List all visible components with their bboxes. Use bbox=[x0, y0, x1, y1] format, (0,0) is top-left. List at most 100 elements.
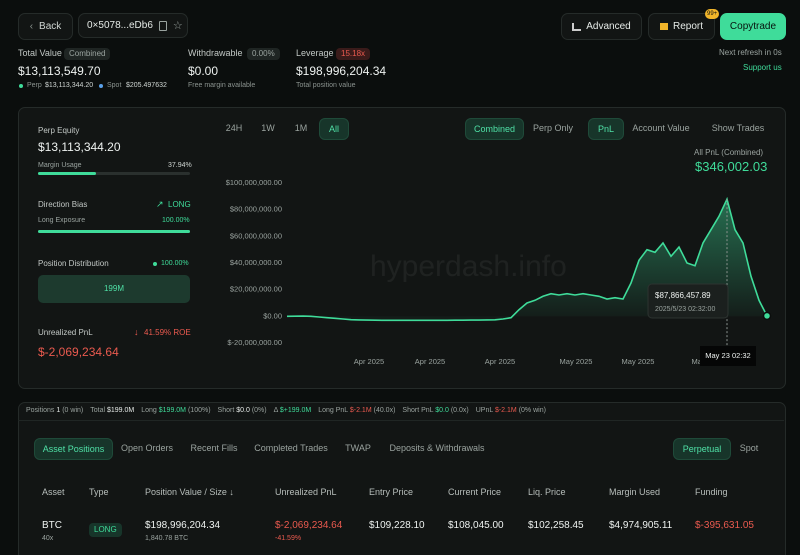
stats-bar bbox=[18, 402, 784, 421]
y-tick-label: $80,000,000.00 bbox=[230, 205, 282, 214]
range-button[interactable]: 1W bbox=[261, 123, 275, 133]
x-tick-label: May 2025 bbox=[622, 357, 655, 366]
column-header: Position Value / Size ↓ bbox=[145, 487, 234, 497]
stat: Total $199.0M bbox=[90, 407, 134, 414]
header-button[interactable]: Report bbox=[648, 13, 715, 40]
stat-label: Short PnL bbox=[402, 407, 434, 414]
range-button[interactable]: All bbox=[319, 118, 349, 140]
stat-label: Long bbox=[141, 407, 157, 414]
chart-subtitle: $346,002.03 bbox=[695, 159, 768, 174]
stat-value: $+199.0M bbox=[279, 407, 312, 414]
crosshair-tag bbox=[700, 346, 756, 366]
stat-note: (0.0x) bbox=[450, 407, 469, 414]
value: $13,113,344.20 bbox=[45, 82, 94, 89]
back-arrow: ‹ bbox=[29, 21, 34, 32]
pnl-area bbox=[287, 199, 767, 321]
distribution-bar: 199M bbox=[38, 275, 190, 303]
address-box[interactable]: 0×5078...eDb6 ☆ bbox=[78, 13, 188, 38]
cell: $4,974,905.11 bbox=[609, 520, 673, 531]
x-tick-label: Apr 2025 bbox=[485, 357, 515, 366]
y-tick-label: $100,000,000.00 bbox=[226, 178, 282, 187]
value: LONG bbox=[168, 200, 191, 209]
range-button[interactable]: 1M bbox=[294, 123, 308, 133]
header-button[interactable]: Advanced bbox=[561, 13, 642, 40]
value: $0.00 bbox=[188, 64, 219, 78]
market-tab[interactable]: Spot bbox=[739, 443, 759, 453]
label: Total Value bbox=[18, 48, 62, 58]
value: $205.497632 bbox=[126, 82, 167, 89]
label: Withdrawable bbox=[188, 48, 243, 58]
stat-note: (40.0x) bbox=[373, 407, 396, 414]
stat: Positions 1 (0 win) bbox=[26, 407, 83, 414]
watermark: hyperdash.info bbox=[370, 250, 567, 283]
range-button[interactable]: 24H bbox=[225, 123, 243, 133]
value: $198,996,204.34 bbox=[296, 64, 387, 78]
cell-sub: -41.59% bbox=[275, 535, 302, 542]
button-label: Advanced bbox=[586, 21, 631, 32]
stat-note: (0%) bbox=[251, 407, 267, 414]
label: Perp bbox=[27, 82, 42, 89]
y-tick-label: $60,000,000.00 bbox=[230, 231, 282, 240]
button-label: Report bbox=[672, 21, 703, 32]
y-tick-label: $40,000,000.00 bbox=[230, 258, 282, 267]
tab[interactable]: Deposits & Withdrawals bbox=[389, 443, 485, 453]
stat-note: (100%) bbox=[187, 407, 211, 414]
x-tick-label: Apr 2025 bbox=[415, 357, 445, 366]
stat-label: UPnL bbox=[475, 407, 493, 414]
metric-button[interactable]: PnL bbox=[588, 118, 624, 140]
value: 41.59% ROE bbox=[144, 328, 191, 337]
tab[interactable]: Open Orders bbox=[120, 443, 174, 453]
value: $13,113,344.20 bbox=[38, 140, 121, 154]
metric-button[interactable]: Account Value bbox=[632, 123, 690, 133]
stat-label: Δ bbox=[273, 407, 278, 414]
badge: 99+ bbox=[705, 9, 720, 19]
tab[interactable]: Completed Trades bbox=[254, 443, 328, 453]
tag: 15.18x bbox=[336, 48, 371, 60]
view-button[interactable]: Perp Only bbox=[532, 123, 574, 133]
copy-icon[interactable] bbox=[158, 20, 167, 31]
cell: BTC bbox=[42, 520, 62, 531]
label: Spot bbox=[107, 82, 122, 89]
label: Direction Bias bbox=[38, 200, 88, 209]
view-button[interactable]: Combined bbox=[465, 118, 524, 140]
header-button[interactable]: Copytrade bbox=[720, 13, 786, 40]
stat-value: $-2.1M bbox=[349, 407, 372, 414]
column-header: Current Price bbox=[448, 487, 502, 497]
x-tick-label: May 2025 bbox=[560, 357, 593, 366]
cell: $-2,069,234.64 bbox=[275, 520, 343, 531]
progress-fill bbox=[38, 172, 96, 175]
progress-track bbox=[38, 172, 190, 175]
star-icon[interactable]: ☆ bbox=[172, 20, 183, 32]
column-header: Type bbox=[89, 487, 109, 497]
x-tick-label: Apr 2025 bbox=[354, 357, 384, 366]
stat-note: (0 win) bbox=[62, 407, 84, 414]
positions-panel bbox=[18, 402, 786, 555]
label: Position Distribution bbox=[38, 259, 109, 268]
back-label: Back bbox=[39, 21, 62, 32]
back-button[interactable]: ‹ Back bbox=[18, 13, 73, 40]
chart-icon bbox=[572, 22, 582, 31]
market-tab[interactable]: Perpetual bbox=[673, 438, 731, 460]
chart-title: All PnL (Combined) bbox=[694, 148, 764, 157]
button-label: Copytrade bbox=[729, 21, 777, 32]
tab[interactable]: Asset Positions bbox=[34, 438, 113, 460]
support-link[interactable]: Support us bbox=[743, 63, 782, 72]
note: Total position value bbox=[296, 82, 356, 89]
cell: $198,996,204.34 bbox=[145, 520, 221, 531]
stat-value: 1 bbox=[56, 407, 61, 414]
stat: Long $199.0M (100%) bbox=[141, 407, 210, 414]
tab[interactable]: Recent Fills bbox=[190, 443, 238, 453]
show-trades-button[interactable]: Show Trades bbox=[711, 123, 765, 133]
tooltip-value: $87,866,457.89 bbox=[655, 291, 711, 300]
stat: Short PnL $0.0 (0.0x) bbox=[402, 407, 468, 414]
value: 100.00% bbox=[162, 217, 190, 224]
tab[interactable]: TWAP bbox=[345, 443, 371, 453]
label: Leverage bbox=[296, 48, 334, 58]
flag-icon bbox=[659, 23, 668, 30]
stat-value: $-2.1M bbox=[494, 407, 517, 414]
note: Free margin available bbox=[188, 82, 256, 89]
stat-label: Short bbox=[217, 407, 235, 414]
stats-row: Positions 1 (0 win) Total $199.0M Long $19… bbox=[26, 407, 546, 414]
address: 0×5078...eDb6 bbox=[87, 20, 153, 31]
